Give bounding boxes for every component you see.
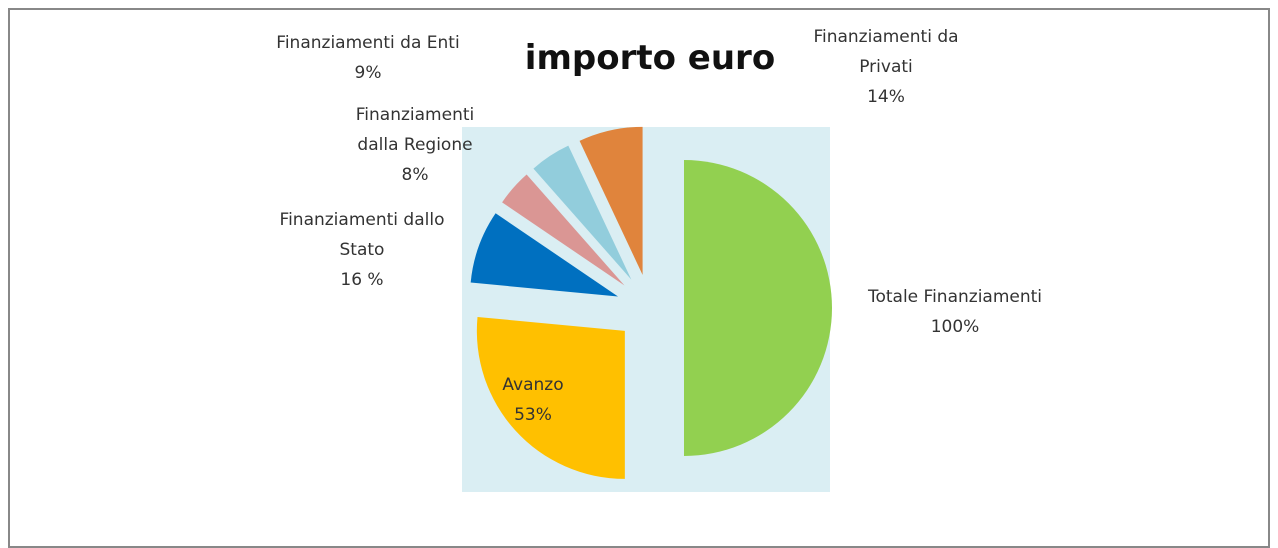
label-name: Finanziamenti da Privati <box>813 27 959 77</box>
data-label: Finanziamenti dallo Stato 16 % <box>262 205 462 295</box>
label-name: Finanziamenti da Enti <box>276 33 460 53</box>
label-name: Finanziamenti dalla Regione <box>355 105 475 155</box>
data-label: Finanziamenti dalla Regione 8% <box>340 100 490 190</box>
label-value: 53% <box>514 405 552 425</box>
chart-title: importo euro <box>524 38 776 78</box>
data-label: Finanziamenti da Enti 9% <box>248 28 488 88</box>
label-name: Finanziamenti dallo Stato <box>279 210 445 260</box>
chart <box>462 126 832 492</box>
label-value: 9% <box>354 63 382 83</box>
label-name: Avanzo <box>502 375 564 395</box>
label-name: Totale Finanziamenti <box>867 287 1043 307</box>
pie-slice <box>476 316 625 479</box>
label-value: 14% <box>867 87 905 107</box>
label-value: 100% <box>930 317 980 337</box>
data-label: Avanzo 53% <box>483 370 583 430</box>
pie-slice <box>470 213 619 297</box>
data-label: Finanziamenti da Privati 14% <box>811 22 961 112</box>
pie-slice <box>579 126 643 275</box>
label-value: 16 % <box>340 270 384 290</box>
pie-slice <box>533 145 632 280</box>
label-value: 8% <box>401 165 429 185</box>
pie-slice <box>502 174 625 286</box>
data-label: Totale Finanziamenti 100% <box>825 282 1085 342</box>
pie-slice <box>684 160 832 456</box>
